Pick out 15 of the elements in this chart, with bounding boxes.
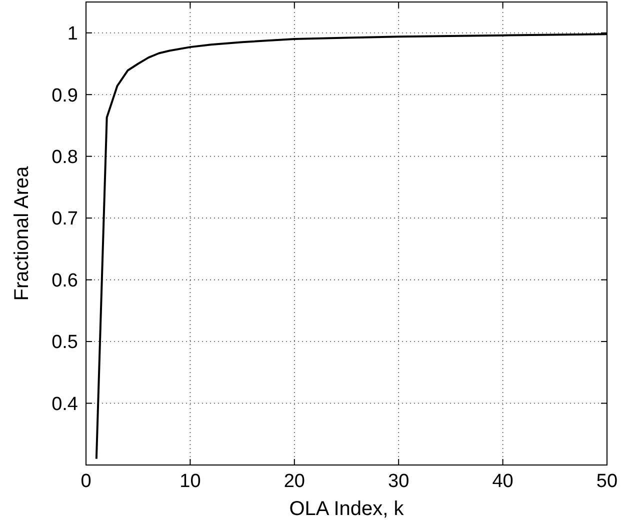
x-tick-label: 40 [492, 471, 514, 492]
x-tick-label: 20 [284, 471, 305, 492]
y-tick-label: 0.7 [52, 208, 78, 230]
y-tick-label: 0.4 [52, 394, 78, 415]
x-tick-label: 0 [80, 471, 92, 492]
y-tick-label: 0.6 [52, 270, 78, 292]
y-tick-label: 0.9 [52, 85, 78, 106]
y-tick-label: 0.5 [52, 332, 78, 354]
x-axis-title: OLA Index, k [289, 498, 405, 520]
y-tick-label: 0.8 [52, 146, 78, 168]
x-tick-label: 10 [180, 471, 201, 492]
y-axis-title: Fractional Area [11, 165, 33, 301]
x-tick-label: 30 [388, 471, 410, 492]
x-tick-label: 50 [596, 471, 618, 492]
y-tick-label: 1 [67, 24, 78, 45]
